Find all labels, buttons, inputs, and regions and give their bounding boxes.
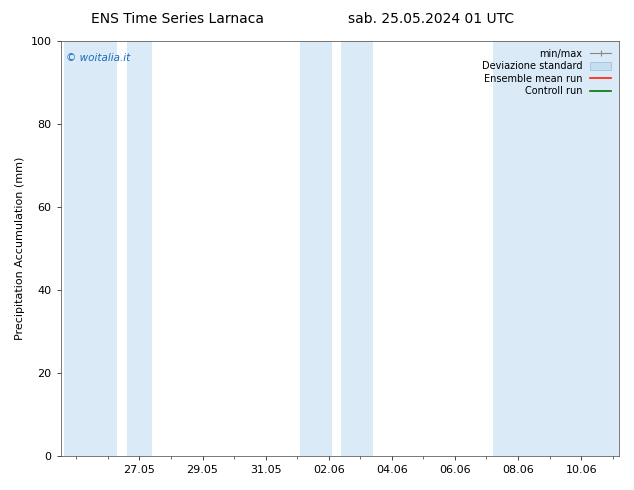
Bar: [64, 41, 117, 456]
Bar: [493, 41, 619, 456]
Text: sab. 25.05.2024 01 UTC: sab. 25.05.2024 01 UTC: [348, 12, 514, 26]
Text: ENS Time Series Larnaca: ENS Time Series Larnaca: [91, 12, 264, 26]
Bar: [341, 41, 373, 456]
Text: © woitalia.it: © woitalia.it: [66, 53, 131, 64]
Bar: [301, 41, 332, 456]
Bar: [127, 41, 152, 456]
Legend: min/max, Deviazione standard, Ensemble mean run, Controll run: min/max, Deviazione standard, Ensemble m…: [479, 46, 614, 99]
Y-axis label: Precipitation Accumulation (mm): Precipitation Accumulation (mm): [15, 157, 25, 340]
